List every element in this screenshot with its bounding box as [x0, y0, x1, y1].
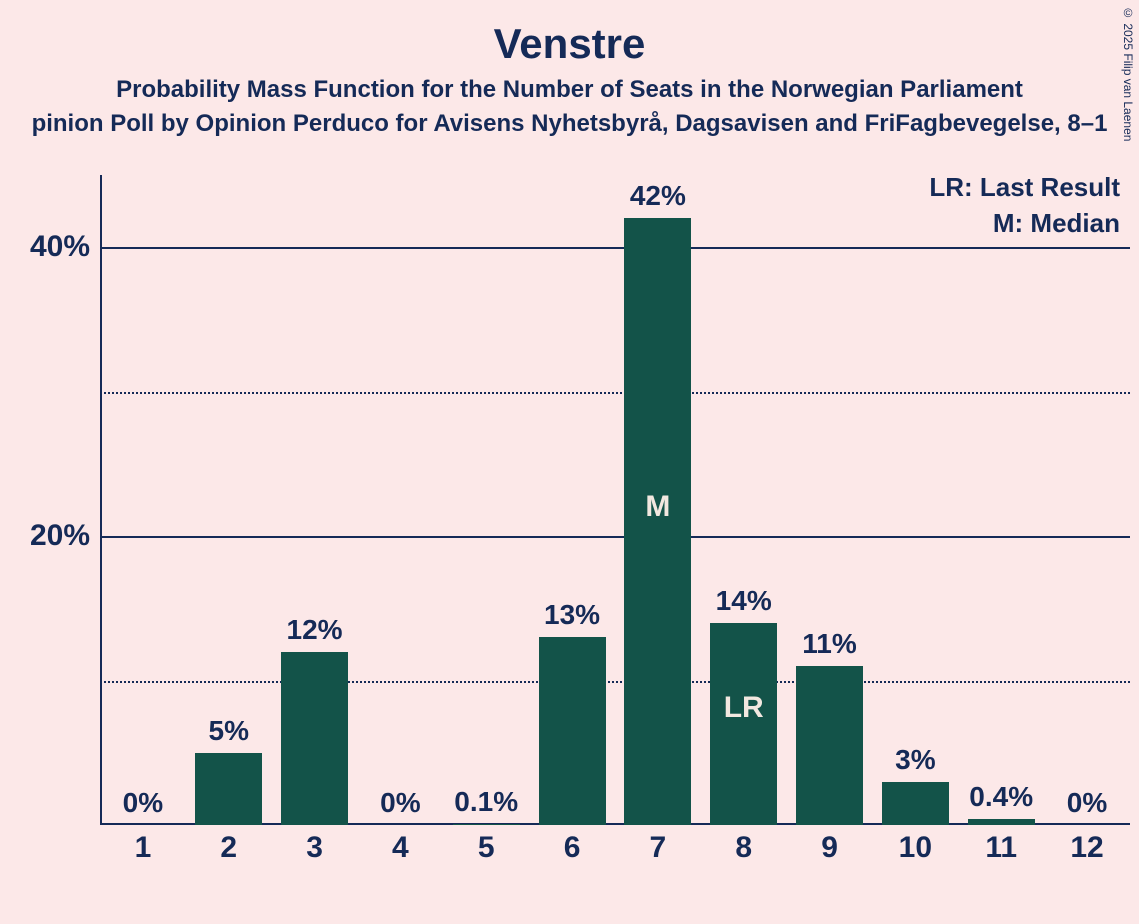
bar-value-label: 0% — [380, 787, 420, 819]
bar-value-label: 0% — [123, 787, 163, 819]
bars-container: 0% 5% 12% 0% 0.1% 13% 42% M 14% LR 11% 3% 0.4% 0% — [100, 175, 1130, 825]
bar-slot: 0% — [357, 175, 443, 825]
bar-value-label: 11% — [802, 628, 857, 660]
x-tick-label: 6 — [529, 825, 615, 875]
bar-value-label: 12% — [287, 614, 343, 646]
x-tick-label: 7 — [615, 825, 701, 875]
bar-value-label: 0.1% — [454, 786, 518, 818]
x-tick-label: 2 — [186, 825, 272, 875]
bar-slot: 0.4% — [958, 175, 1044, 825]
x-tick-label: 8 — [701, 825, 787, 875]
bar-slot: 0% — [1044, 175, 1130, 825]
bar: 42%M — [624, 218, 691, 825]
bar-value-label: 3% — [895, 744, 935, 776]
bar-slot: 3% — [872, 175, 958, 825]
chart-title: Venstre — [0, 20, 1139, 68]
bar: 13% — [539, 637, 606, 825]
chart-plot-area: 20%40% LR: Last Result M: Median 0%5%12%… — [100, 175, 1130, 875]
x-tick-label: 9 — [787, 825, 873, 875]
x-tick-label: 11 — [958, 825, 1044, 875]
bar-slot: 0% — [100, 175, 186, 825]
chart-subtitle: Probability Mass Function for the Number… — [0, 76, 1139, 104]
x-tick-label: 12 — [1044, 825, 1130, 875]
bar-slot: 5% — [186, 175, 272, 825]
y-tick-label: 20% — [30, 519, 90, 553]
bar: 12% — [281, 652, 348, 825]
bar-slot: 14% LR — [701, 175, 787, 825]
bar: 5% — [195, 753, 262, 825]
bar-value-label: 5% — [209, 715, 249, 747]
x-tick-label: 3 — [272, 825, 358, 875]
bar-slot: 11% — [787, 175, 873, 825]
x-tick-label: 4 — [357, 825, 443, 875]
x-tick-label: 1 — [100, 825, 186, 875]
bar-value-label: 42% — [630, 180, 686, 212]
bar-marker: M — [645, 490, 670, 524]
bar-slot: 42% M — [615, 175, 701, 825]
bar-value-label: 0.4% — [969, 781, 1033, 813]
bar: 14%LR — [710, 623, 777, 825]
bar-slot: 0.1% — [443, 175, 529, 825]
copyright-text: © 2025 Filip van Laenen — [1121, 6, 1135, 141]
bar-value-label: 14% — [716, 585, 772, 617]
bar: 3% — [882, 782, 949, 825]
bar-slot: 12% — [272, 175, 358, 825]
bar: 11% — [796, 666, 863, 825]
bar-slot: 13% — [529, 175, 615, 825]
x-axis-labels: 123456789101112 — [100, 825, 1130, 875]
x-tick-label: 10 — [872, 825, 958, 875]
y-tick-label: 40% — [30, 230, 90, 264]
bar-value-label: 13% — [544, 599, 600, 631]
bar-value-label: 0% — [1067, 787, 1107, 819]
chart-subtitle2: pinion Poll by Opinion Perduco for Avise… — [0, 110, 1139, 138]
x-tick-label: 5 — [443, 825, 529, 875]
bar-marker: LR — [724, 691, 764, 725]
